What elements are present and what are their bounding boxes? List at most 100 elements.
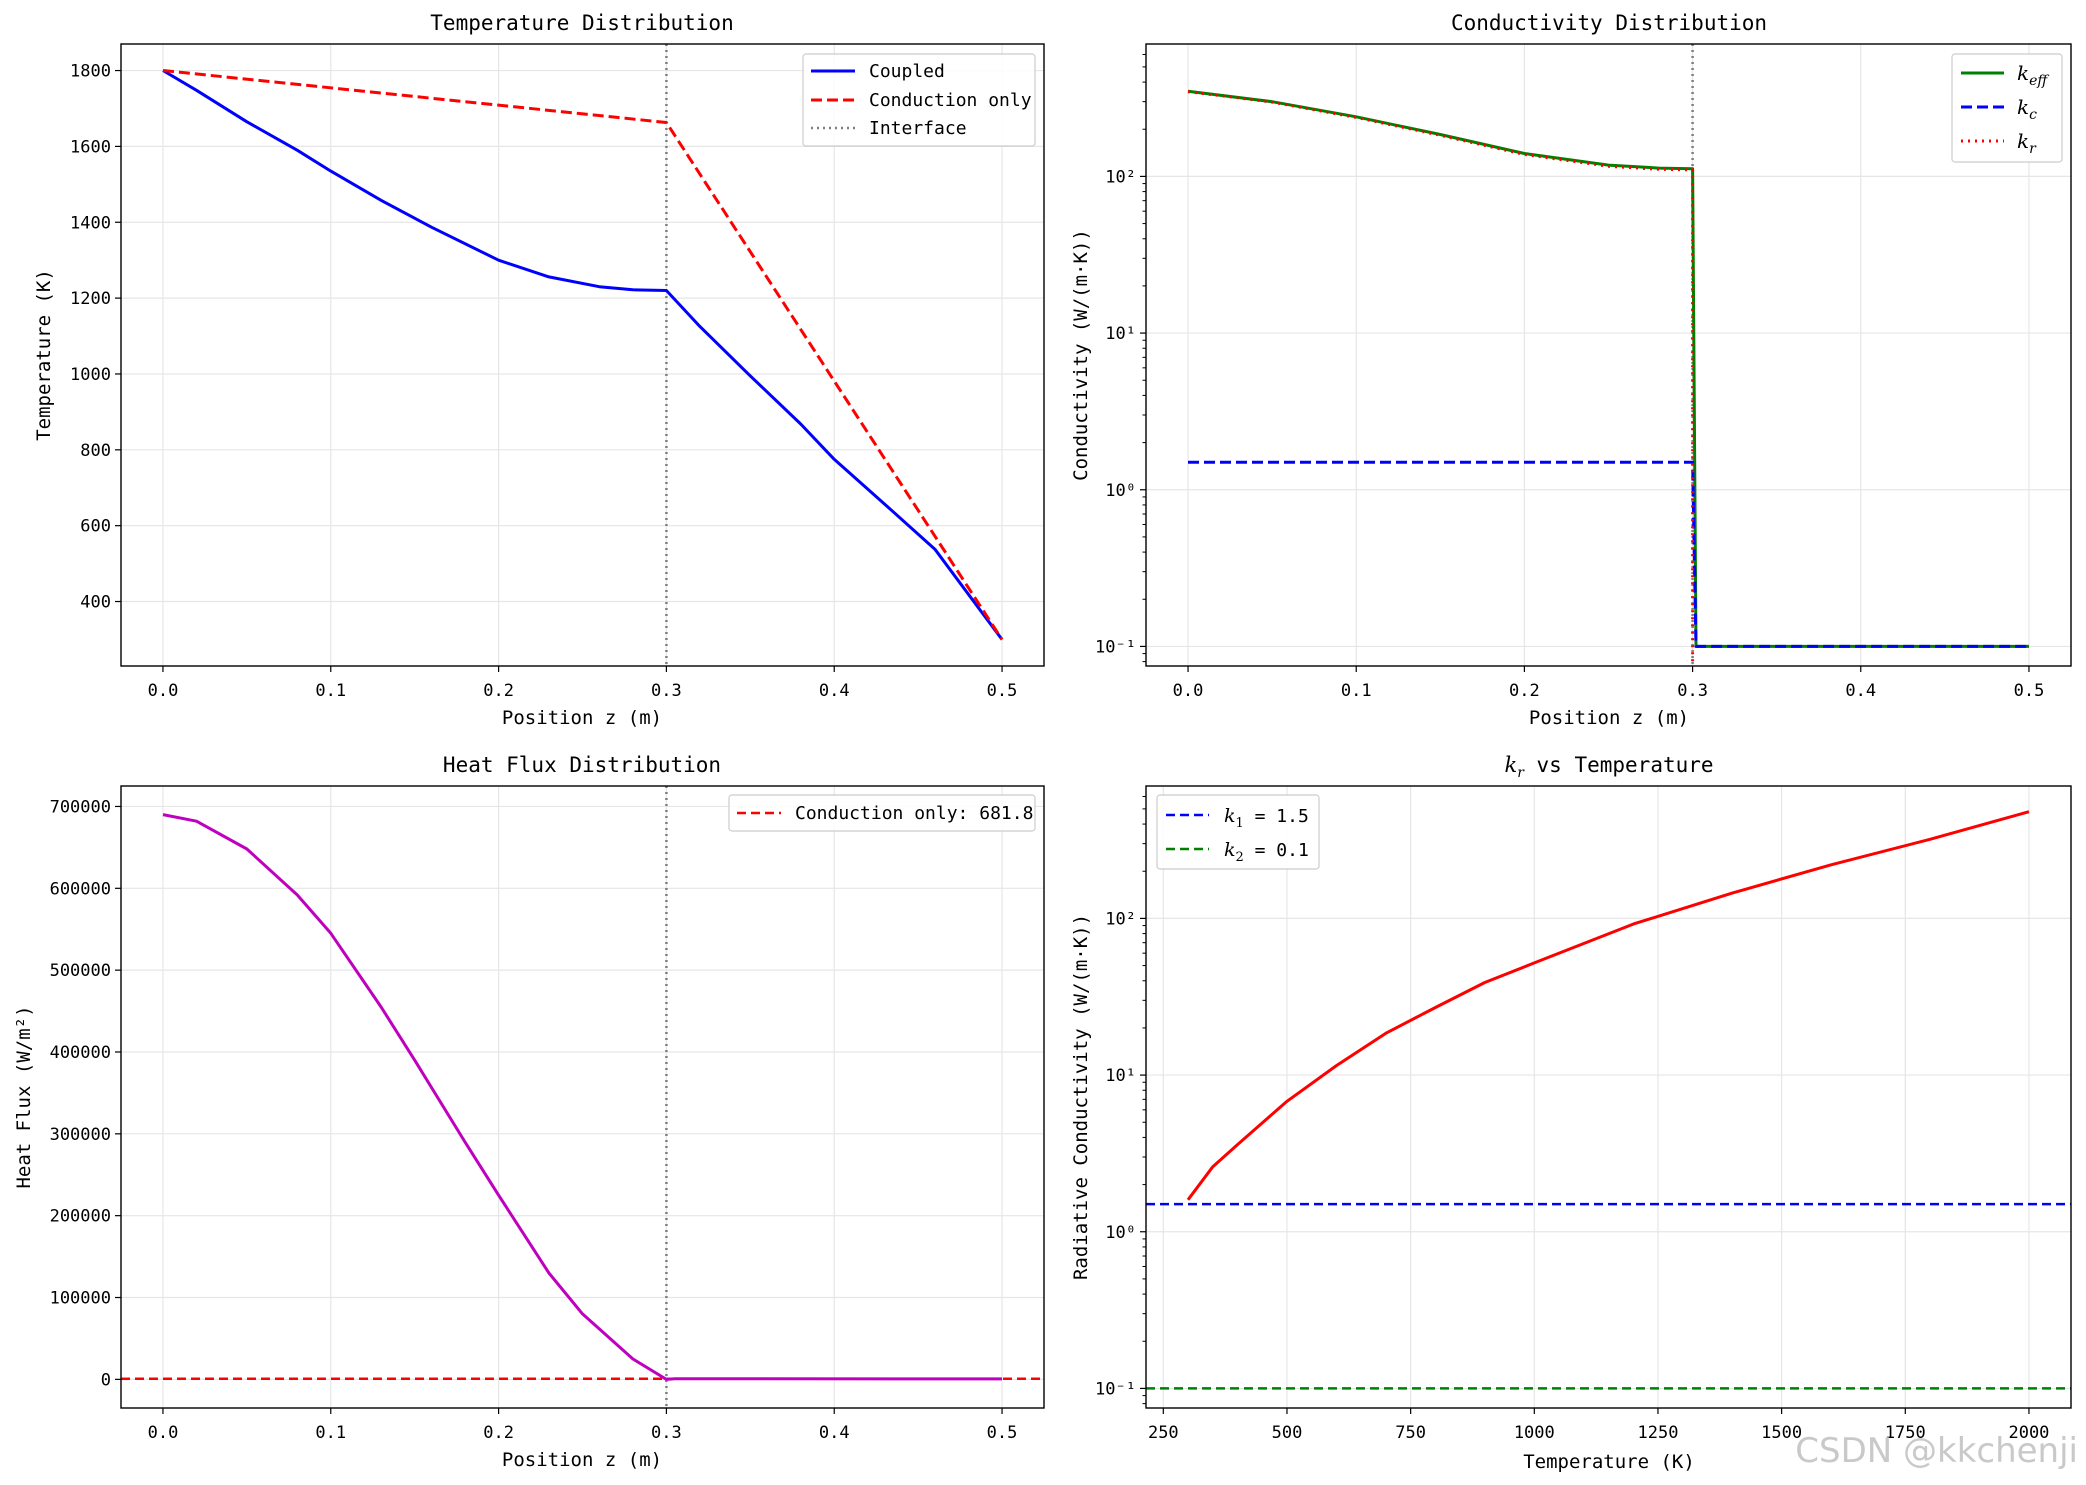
p3-legend-conduction: Conduction only: 681.8	[795, 803, 1033, 824]
p3-frame	[120, 785, 1045, 1409]
p1-xtick-label: 0.4	[819, 681, 850, 701]
p4-xlabel: Temperature (K)	[1523, 1451, 1695, 1473]
p2-xticks: 0.0 0.1 0.2 0.3 0.4 0.5	[1173, 666, 2045, 701]
p2-frame	[1145, 43, 2072, 667]
p4-legend-k1: k1 = 1.5	[1224, 805, 1309, 831]
p2-legend: keff kc kr	[1951, 53, 2063, 163]
p2-title: Conductivity Distribution	[1451, 11, 1767, 35]
p4-xticks: 250 500 750 1000 1250 1500 1750 2000	[1148, 1408, 2049, 1443]
p1-xticks: 0.0 0.1 0.2 0.3 0.4 0.5	[148, 666, 1017, 701]
p3-ylabel: Heat Flux (W/m²)	[13, 1005, 35, 1188]
p1-ytick-label: 1200	[70, 289, 111, 309]
p2-series-0-line	[1187, 89, 2029, 648]
p2-xtick-label: 0.3	[1677, 681, 1708, 701]
p4-xtick-label: 250	[1148, 1423, 1179, 1443]
p2-xtick-label: 0.0	[1173, 681, 1204, 701]
p1-ytick-label: 1000	[70, 365, 111, 385]
p1-ytick-label: 1600	[70, 137, 111, 157]
p4-xtick-label: 750	[1395, 1423, 1426, 1443]
p4-title: kr vs Temperature	[1504, 753, 1713, 781]
watermark: CSDN @kkchenji	[1795, 1431, 2078, 1471]
p4-legend-box	[1156, 794, 1320, 870]
p2-plot-area	[1187, 44, 2029, 666]
p4-series-0-line	[1186, 810, 2030, 1201]
p1-xtick-label: 0.2	[483, 681, 514, 701]
p4-plot-area	[1146, 810, 2071, 1390]
p3-xtick-label: 0.5	[987, 1423, 1018, 1443]
p4-grid	[1146, 786, 2071, 1408]
p2-ytick-label: 10⁻¹	[1095, 637, 1136, 657]
p1-legend-coupled: Coupled	[869, 61, 945, 82]
p1-frame	[120, 43, 1045, 667]
p2-xtick-label: 0.2	[1509, 681, 1540, 701]
p4-xtick-label: 1750	[1885, 1423, 1926, 1443]
panel-heat-flux: Heat Flux Distribution 0.0 0.1 0.2 0.3 0.4 0.…	[13, 753, 1045, 1471]
p1-legend-interface: Interface	[869, 118, 967, 139]
p3-ytick-label: 600000	[50, 879, 111, 899]
p3-xtick-label: 0.1	[315, 1423, 346, 1443]
p1-ytick-label: 1800	[70, 62, 111, 82]
p3-xtick-label: 0.4	[819, 1423, 850, 1443]
p3-legend-box	[728, 794, 1036, 832]
p3-yticks: 0 100000 200000 300000 400000 500000 600000 700…	[50, 797, 121, 1390]
p1-xtick-label: 0.1	[315, 681, 346, 701]
p3-plot-area	[121, 786, 1044, 1408]
p3-xticks: 0.0 0.1 0.2 0.3 0.4 0.5	[148, 1408, 1018, 1443]
p3-ytick-label: 700000	[50, 797, 111, 817]
p3-ytick-label: 500000	[50, 961, 111, 981]
p4-ylabel: Radiative Conductivity (W/(m·K))	[1070, 914, 1092, 1280]
p1-series-1-line	[162, 69, 1004, 641]
p2-legend-kc: kc	[2017, 95, 2037, 123]
p2-ylabel: Conductivity (W/(m·K))	[1070, 229, 1092, 481]
p2-xtick-label: 0.1	[1341, 681, 1372, 701]
p2-ytick-label: 10¹	[1105, 324, 1136, 344]
p3-xtick-label: 0.3	[651, 1423, 682, 1443]
p4-legend-k2: k2 = 0.1	[1224, 839, 1309, 865]
p3-ytick-label: 400000	[50, 1043, 111, 1063]
p2-ytick-label: 10²	[1105, 167, 1136, 187]
p4-xtick-label: 1500	[1761, 1423, 1802, 1443]
p1-title: Temperature Distribution	[430, 11, 733, 35]
p4-ytick-label: 10²	[1105, 909, 1136, 929]
p1-ylabel: Temperature (K)	[33, 269, 55, 441]
p2-xtick-label: 0.4	[1845, 681, 1876, 701]
p4-ytick-label: 10⁻¹	[1095, 1379, 1136, 1399]
p4-ytick-label: 10¹	[1105, 1066, 1136, 1086]
p3-legend: Conduction only: 681.8	[728, 794, 1036, 832]
p3-ytick-label: 200000	[50, 1207, 111, 1227]
p1-ytick-label: 600	[80, 517, 111, 537]
p3-ytick-label: 0	[101, 1370, 111, 1390]
p1-yticks: 400 600 800 1000 1200 1400 1600 1800	[70, 62, 121, 613]
p2-xtick-label: 0.5	[2014, 681, 2045, 701]
p2-series-1-line	[1188, 460, 2029, 648]
panel-kr-vs-temperature: kr vs Temperature 250 500 750 1000 1250 1500 1…	[1070, 753, 2072, 1473]
p3-xtick-label: 0.2	[483, 1423, 514, 1443]
panel-temperature: Temperature Distribution 0.0 0.1 0.2 0.3 0.4…	[33, 11, 1045, 729]
p1-plot-area	[162, 44, 1004, 666]
p2-grid	[1146, 44, 2071, 666]
p3-ytick-label: 300000	[50, 1125, 111, 1145]
p2-ytick-label: 10⁰	[1105, 481, 1136, 501]
p4-yticks: 10⁻¹ 10⁰ 10¹ 10²	[1095, 795, 1146, 1405]
p1-legend: Coupled Conduction only Interface	[802, 53, 1036, 147]
p1-xtick-label: 0.0	[148, 681, 179, 701]
p1-series-0-line	[162, 69, 1004, 641]
p2-xlabel: Position z (m)	[1529, 707, 1689, 729]
p4-legend: k1 = 1.5 k2 = 0.1	[1156, 794, 1320, 870]
p3-title: Heat Flux Distribution	[443, 753, 721, 777]
p2-yticks: 10⁻¹ 10⁰ 10¹ 10²	[1095, 53, 1146, 663]
p2-legend-keff: keff	[2017, 61, 2049, 89]
p3-xtick-label: 0.0	[148, 1423, 179, 1443]
p4-ytick-label: 10⁰	[1105, 1223, 1136, 1243]
p2-legend-box	[1951, 53, 2063, 163]
p1-xlabel: Position z (m)	[502, 707, 662, 729]
p1-xtick-label: 0.3	[651, 681, 682, 701]
p4-frame	[1145, 785, 2072, 1409]
p4-xtick-label: 500	[1272, 1423, 1303, 1443]
p3-ytick-label: 100000	[50, 1289, 111, 1309]
panel-conductivity: Conductivity Distribution 0.0 0.1 0.2 0.3 0.…	[1070, 11, 2072, 729]
p1-ytick-label: 1400	[70, 213, 111, 233]
p1-ytick-label: 400	[80, 593, 111, 613]
p1-legend-box	[802, 53, 1036, 147]
